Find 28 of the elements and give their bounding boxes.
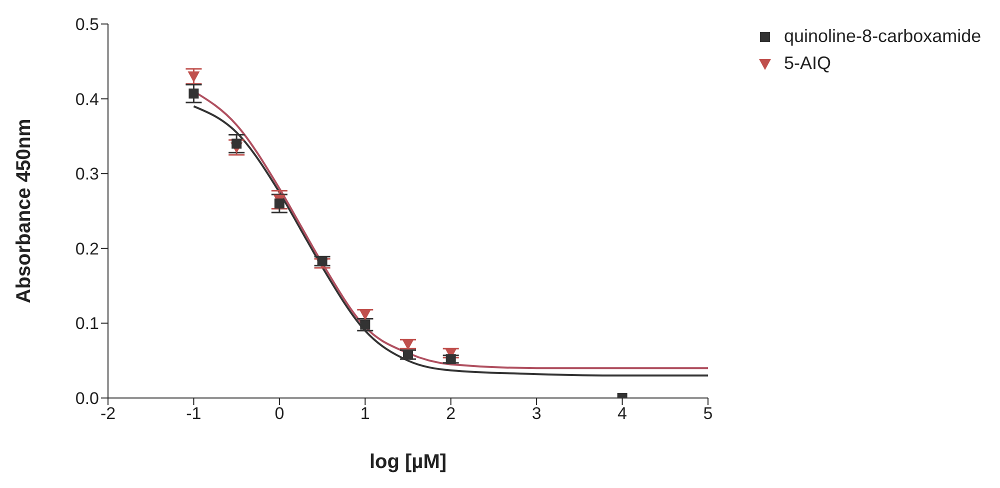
x-tick-label: 1 (360, 404, 370, 424)
x-tick-label: -2 (100, 404, 116, 424)
x-tick-label: -1 (186, 404, 202, 424)
point (317, 256, 328, 266)
y-axis-title: Absorbance 450nm (13, 118, 36, 304)
legend-label: quinoline-8-carboxamide (784, 26, 982, 47)
y-tick-label: 0.2 (75, 239, 99, 258)
point (188, 71, 200, 82)
y-tick-label: 0.1 (75, 314, 99, 334)
point (232, 138, 242, 149)
point (188, 88, 199, 99)
point (446, 354, 456, 364)
x-axis-title: log [µM] (369, 451, 447, 473)
x-tick-label: 2 (446, 404, 456, 424)
point (274, 198, 284, 209)
x-tick-label: 0 (274, 404, 284, 424)
point (402, 339, 414, 350)
x-tick-label: 3 (532, 404, 542, 424)
x-tick-label: 4 (618, 404, 628, 424)
point (359, 309, 372, 320)
y-tick-label: 0.5 (75, 15, 99, 34)
y-tick-label: 0.0 (75, 389, 99, 408)
x-tick-label: 5 (703, 404, 713, 424)
y-tick-label: 0.4 (75, 90, 99, 109)
y-tick-label: 0.3 (75, 164, 99, 184)
point (360, 320, 370, 330)
point (403, 350, 413, 360)
legend-label: 5-AIQ (784, 53, 832, 74)
